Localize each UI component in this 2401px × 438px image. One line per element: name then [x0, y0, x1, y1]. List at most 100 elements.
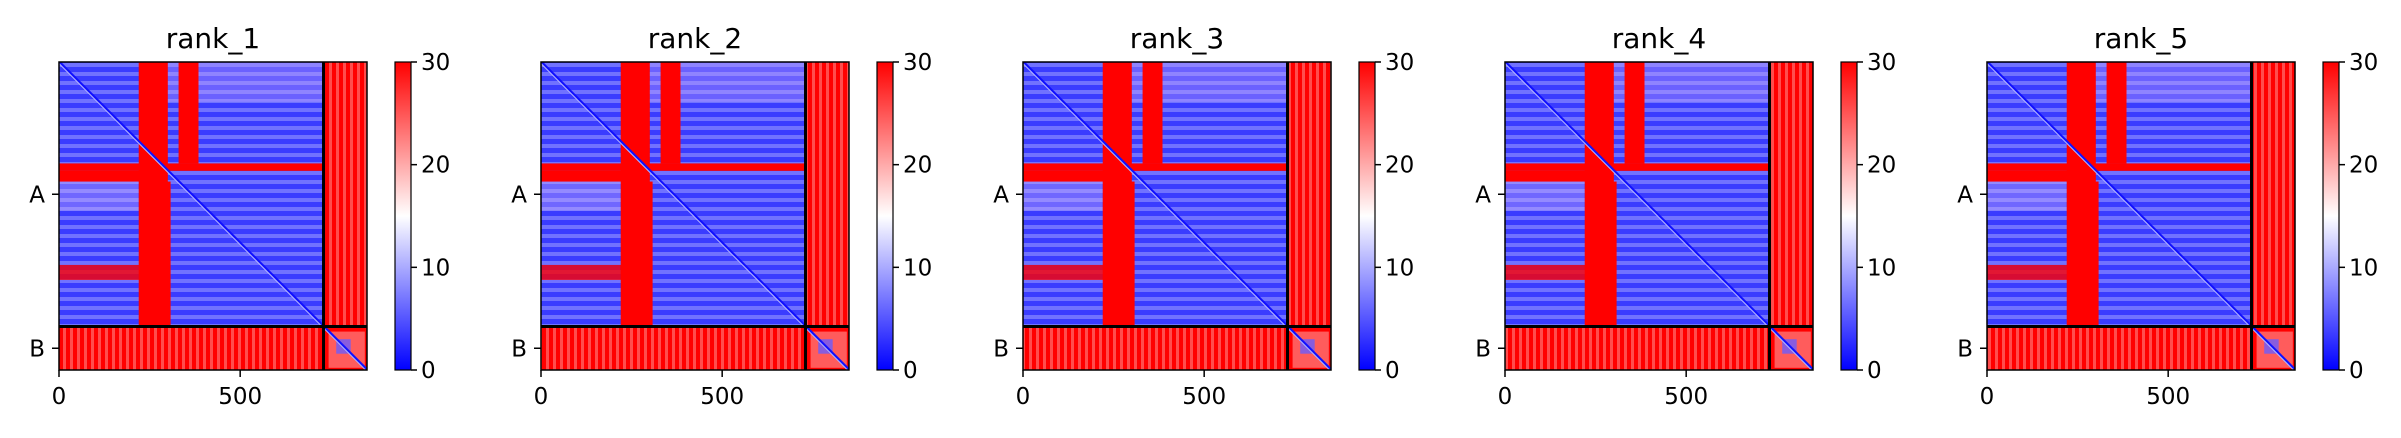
axes-frame	[58, 61, 368, 371]
colorbar-tick-label: 10	[1385, 255, 1414, 281]
heatmap	[1023, 62, 1331, 370]
colorbar-tick-label: 0	[1867, 358, 1882, 384]
x-tick-label: 500	[2146, 384, 2190, 410]
y-tick-label: B	[511, 336, 527, 362]
colorbar-tick-label: 10	[421, 255, 450, 281]
x-tick-label: 0	[1498, 384, 1513, 410]
heatmap-diagonal	[1987, 63, 2295, 370]
heatmap-band	[541, 170, 647, 182]
heatmap-interchain	[1769, 62, 1813, 327]
heatmap-band	[59, 163, 324, 171]
colorbar-frame	[1358, 61, 1376, 371]
y-tick-label: A	[993, 182, 1009, 208]
heatmap	[1505, 62, 1813, 370]
colorbar-tick-label: 0	[2349, 358, 2364, 384]
chart-title: rank_4	[1612, 22, 1706, 55]
colorbar	[1359, 62, 1375, 370]
heatmap-diagonal	[1987, 62, 2295, 370]
colorbar	[395, 62, 411, 370]
heatmap	[541, 62, 849, 370]
x-tick-label: 0	[534, 384, 549, 410]
axes-frame	[540, 61, 850, 371]
y-tick-label: A	[1957, 182, 1973, 208]
heatmap-diagonal	[1505, 62, 1813, 370]
heatmap-band	[541, 264, 650, 280]
heatmap-band	[1142, 62, 1163, 164]
x-tick-label: 500	[700, 384, 744, 410]
y-tick-label: B	[993, 336, 1009, 362]
colorbar-frame	[876, 61, 894, 371]
colorbar-tick-label: 30	[1385, 50, 1414, 76]
heatmap-interchain	[59, 326, 324, 370]
colorbar-tick-label: 10	[2349, 255, 2378, 281]
colorbar-tick-label: 0	[903, 358, 918, 384]
heatmap-diagonal	[541, 62, 849, 370]
heatmap-band	[160, 181, 171, 327]
x-tick-label: 0	[1980, 384, 1995, 410]
heatmap-diagonal	[59, 62, 367, 370]
colorbar-tick-label: 30	[1867, 50, 1896, 76]
heatmap-band	[1023, 163, 1288, 171]
heatmap-diagonal	[1023, 63, 1331, 370]
y-tick-label: A	[1475, 182, 1491, 208]
colorbar	[1841, 62, 1857, 370]
heatmap-band	[1505, 264, 1614, 280]
x-tick-label: 0	[52, 384, 67, 410]
colorbar-tick-label: 10	[903, 255, 932, 281]
chart-title: rank_2	[648, 22, 742, 55]
colorbar-tick-label: 20	[2349, 153, 2378, 179]
heatmap-diagonal	[541, 63, 849, 370]
colorbar-frame	[1840, 61, 1858, 371]
heatmap-interchain	[1505, 326, 1770, 370]
heatmap-interchain	[1023, 326, 1288, 370]
colorbar	[2323, 62, 2339, 370]
x-tick-label: 500	[1664, 384, 1708, 410]
heatmap-band	[1624, 62, 1645, 164]
y-tick-label: B	[1957, 336, 1973, 362]
heatmap-band	[1987, 264, 2096, 280]
x-tick-label: 0	[1016, 384, 1031, 410]
chart-title: rank_1	[166, 22, 260, 55]
heatmap-diagonal	[1505, 63, 1813, 370]
heatmap-interchain	[323, 62, 367, 327]
heatmap-interchain	[2251, 62, 2295, 327]
heatmap-band	[541, 163, 806, 171]
heatmap-band	[1606, 181, 1617, 327]
heatmap-band	[1505, 163, 1770, 171]
colorbar-tick-label: 30	[421, 50, 450, 76]
colorbar-tick-label: 30	[903, 50, 932, 76]
y-tick-label: A	[29, 182, 45, 208]
x-tick-label: 500	[218, 384, 262, 410]
heatmap-band	[642, 181, 653, 327]
heatmap-band	[1124, 181, 1135, 327]
axes-frame	[1986, 61, 2296, 371]
heatmap-band	[2106, 62, 2127, 164]
heatmap-diagonal	[1023, 62, 1331, 370]
heatmap-band	[2088, 181, 2099, 327]
colorbar	[877, 62, 893, 370]
heatmap-interchain	[1987, 326, 2252, 370]
colorbar-tick-label: 10	[1867, 255, 1896, 281]
colorbar-frame	[394, 61, 412, 371]
heatmap-interchain	[1287, 62, 1331, 327]
heatmap-band	[59, 170, 165, 182]
heatmap-band	[1987, 170, 2093, 182]
heatmap-band	[1505, 170, 1611, 182]
heatmap-interchain	[805, 62, 849, 327]
colorbar-frame	[2322, 61, 2340, 371]
heatmap-band	[660, 62, 681, 164]
heatmap-band	[1023, 264, 1132, 280]
colorbar-tick-label: 0	[421, 358, 436, 384]
axes-frame	[1504, 61, 1814, 371]
heatmap-interchain	[541, 326, 806, 370]
heatmap-diagonal	[59, 63, 367, 370]
chart-title: rank_5	[2094, 22, 2188, 55]
heatmap-band	[1987, 163, 2252, 171]
colorbar-tick-label: 30	[2349, 50, 2378, 76]
chart-title: rank_3	[1130, 22, 1224, 55]
colorbar-tick-label: 20	[1867, 153, 1896, 179]
